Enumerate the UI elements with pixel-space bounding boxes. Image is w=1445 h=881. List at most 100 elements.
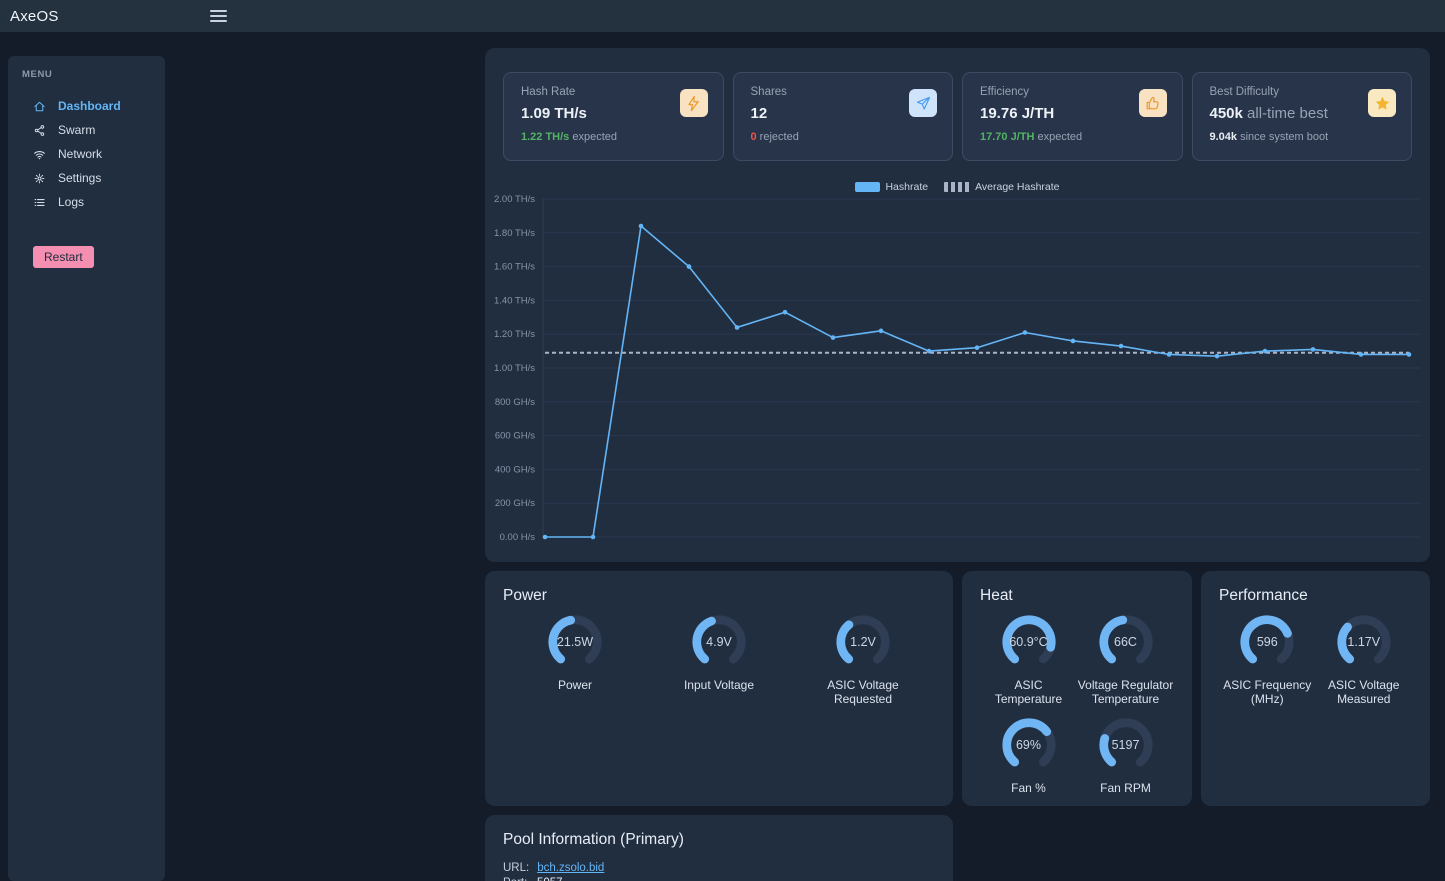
hashrate-chart: 2.00 TH/s 1.80 TH/s 1.60 TH/s 1.40 TH/s 1.20… (494, 194, 1420, 543)
gauge-asic-voltage-measured: 1.17V ASIC Voltage Measured (1316, 613, 1413, 706)
stat-card-value: 450k all-time best (1209, 105, 1328, 122)
y-axis-tick: 1.60 TH/s (494, 262, 535, 273)
gauge-voltage-regulator-temperature: 66C Voltage Regulator Temperature (1077, 613, 1174, 706)
stat-card-value: 1.09 TH/s (521, 105, 587, 122)
gauge-label: Voltage Regulator Temperature (1077, 678, 1174, 707)
data-point (1166, 352, 1172, 357)
gauge-value: 60.9°C (1009, 635, 1048, 649)
gauge-fan-rpm: 5197 Fan RPM (1077, 716, 1174, 795)
pool-info-panel: Pool Information (Primary) URL: bch.zsol… (485, 815, 953, 881)
sidebar: MENU Dashboard Swarm Network Settings Logs R… (8, 56, 165, 881)
chart-legend: Hashrate Average Hashrate (485, 181, 1430, 193)
sidebar-item-settings[interactable]: Settings (22, 166, 151, 190)
gauge-ring: 1.2V (834, 613, 892, 671)
sidebar-item-network[interactable]: Network (22, 142, 151, 166)
stat-card-subtext: 0 rejected (750, 131, 799, 143)
gauge-label: Input Voltage (683, 678, 755, 692)
gauge-value: 5197 (1111, 738, 1140, 753)
solid-legend-swatch (855, 182, 881, 192)
y-axis-tick: 1.80 TH/s (494, 228, 535, 239)
data-point (1406, 352, 1412, 357)
sidebar-item-dashboard[interactable]: Dashboard (22, 94, 151, 118)
gauge-value: 66C (1114, 635, 1137, 649)
sidebar-item-logs[interactable]: Logs (22, 190, 151, 214)
gauge-ring: 4.9V (690, 613, 748, 671)
data-point (878, 328, 884, 334)
gauge-panels-row: Power 21.5W Power 4.9V Input Voltage 1.2V ASI… (485, 571, 1430, 806)
pool-port-label: Port: (503, 877, 529, 881)
gauge-label: ASIC Voltage Measured (1328, 678, 1400, 707)
y-axis-tick: 400 GH/s (495, 464, 535, 475)
menu-section-label: MENU (22, 69, 53, 80)
gauge-label: ASIC Frequency (MHz) (1223, 678, 1312, 707)
legend-item-average-hashrate[interactable]: Average Hashrate (944, 181, 1060, 193)
data-point (542, 534, 548, 540)
stat-card-subtext: 9.04k since system boot (1209, 131, 1329, 143)
pool-url-row: URL: bch.zsolo.bid (503, 862, 935, 874)
gauge-input-voltage: 4.9V Input Voltage (647, 613, 791, 706)
gauge-ring: 5197 (1097, 716, 1155, 774)
menu-toggle-button[interactable] (206, 6, 231, 26)
data-point (1118, 343, 1124, 349)
top-bar: AxeOS (0, 0, 1445, 32)
power-panel: Power 21.5W Power 4.9V Input Voltage 1.2V ASI… (485, 571, 953, 806)
restart-button[interactable]: Restart (33, 246, 94, 268)
y-axis-tick: 2.00 TH/s (494, 194, 535, 205)
data-point (1310, 347, 1316, 352)
stat-card-subtext: 17.70 J/TH expected (980, 131, 1083, 143)
y-axis-tick: 1.00 TH/s (494, 363, 535, 374)
stat-card-best-difficulty: Best Difficulty 450k all-time best 9.04k s… (1191, 72, 1412, 161)
gauge-label: ASIC Voltage Requested (827, 678, 899, 707)
sidebar-nav: Dashboard Swarm Network Settings Logs (22, 94, 151, 214)
gauge-ring: 66C (1097, 613, 1155, 671)
sidebar-item-swarm[interactable]: Swarm (22, 118, 151, 142)
data-point (638, 223, 644, 229)
data-point (830, 335, 836, 340)
gauge-value: 4.9V (706, 635, 732, 649)
sidebar-item-label: Dashboard (58, 99, 121, 113)
legend-item-hashrate[interactable]: Hashrate (855, 181, 928, 193)
pool-url-label: URL: (503, 862, 530, 874)
stat-card-label: Best Difficulty (1209, 86, 1279, 98)
stat-card-hash-rate: Hash Rate 1.09 TH/s 1.22 TH/s expected (503, 72, 724, 161)
data-point (1262, 348, 1268, 354)
data-point (926, 348, 932, 354)
stat-card-label: Hash Rate (521, 86, 576, 98)
gauge-asic-frequency-mhz: 596 ASIC Frequency (MHz) (1219, 613, 1316, 706)
gear-icon (33, 172, 46, 185)
sidebar-item-label: Logs (58, 195, 85, 209)
y-axis-tick: 600 GH/s (495, 431, 535, 442)
heat-panel: Heat 60.9°C ASIC Temperature 66C Voltage Re… (962, 571, 1192, 806)
y-axis-tick: 800 GH/s (495, 397, 535, 408)
gauge-label: Fan % (1011, 781, 1046, 796)
data-point (734, 325, 740, 330)
stat-card-value: 19.76 J/TH (980, 105, 1055, 122)
power-panel-title: Power (503, 587, 547, 604)
gauge-ring: 596 (1238, 613, 1296, 671)
bolt-icon (679, 89, 708, 117)
gauge-asic-temperature: 60.9°C ASIC Temperature (980, 613, 1077, 706)
stat-card-efficiency: Efficiency 19.76 J/TH 17.70 J/TH expected (962, 72, 1183, 161)
sidebar-item-label: Swarm (58, 123, 96, 137)
send-icon (909, 89, 937, 117)
hashrate-panel: Hash Rate 1.09 TH/s 1.22 TH/s expected Shar… (485, 48, 1430, 562)
y-axis-tick: 0.00 H/s (500, 532, 536, 543)
stat-card-value: 12 (750, 105, 768, 122)
y-axis-tick: 200 GH/s (495, 498, 535, 509)
gauge-power: 21.5W Power (503, 613, 647, 706)
star-icon (1368, 89, 1396, 117)
gauge-value: 1.17V (1347, 635, 1381, 649)
gauge-ring: 69% (1000, 716, 1058, 774)
pool-port-row: Port: 5057 (503, 877, 935, 881)
sidebar-item-label: Settings (58, 171, 102, 185)
gauge-value: 69% (1015, 738, 1042, 753)
data-point (686, 264, 692, 269)
stat-card-subtext: 1.22 TH/s expected (521, 131, 618, 143)
stat-card-label: Shares (750, 86, 787, 98)
pool-url-link[interactable]: bch.zsolo.bid (537, 862, 605, 874)
stat-card-shares: Shares 12 0 rejected (732, 72, 953, 161)
home-icon (33, 100, 46, 113)
y-axis-tick: 1.20 TH/s (494, 329, 535, 340)
dashed-legend-swatch (944, 182, 971, 192)
gauge-ring: 21.5W (546, 613, 604, 671)
